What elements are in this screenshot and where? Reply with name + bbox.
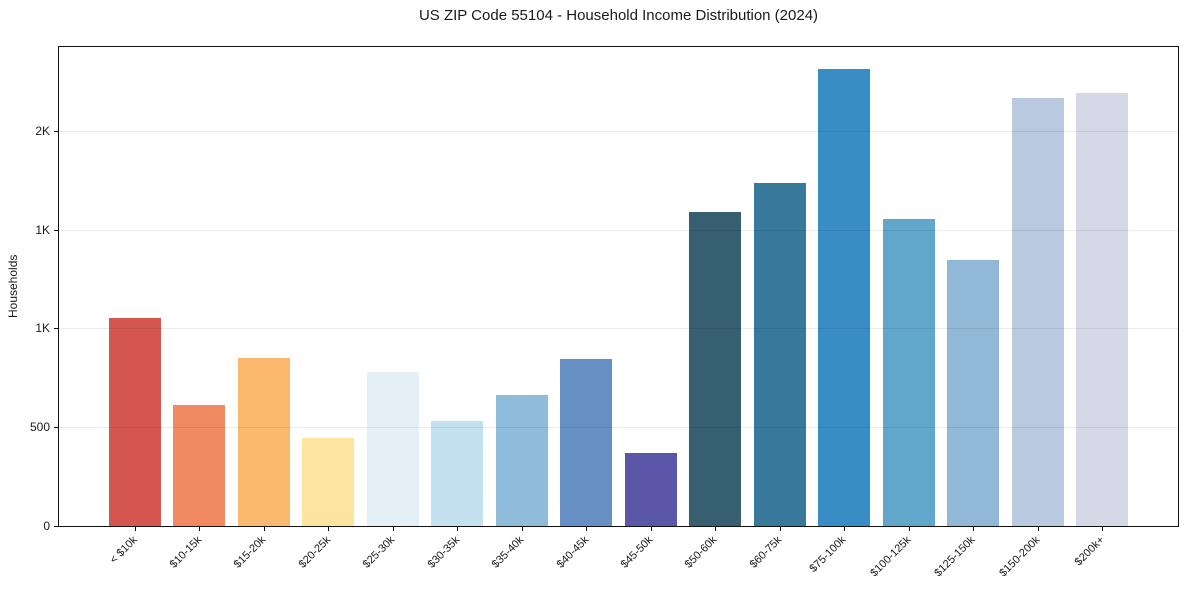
x-tick-mark: [1037, 527, 1039, 531]
bar: [882, 219, 935, 526]
y-tick-label: 2K: [35, 123, 50, 138]
bar: [560, 359, 613, 526]
bar: [753, 183, 806, 526]
plot-area: [58, 46, 1179, 527]
gridline: [59, 328, 1178, 330]
x-tick-label: $35-40k: [489, 534, 527, 571]
x-tick-label: $60-75k: [747, 534, 785, 571]
x-tick-mark: [521, 527, 523, 531]
x-tick-label: $100-125k: [867, 534, 914, 580]
x-tick-label: $40-45k: [554, 534, 591, 571]
x-tick-mark: [263, 527, 265, 531]
x-tick-mark: [715, 527, 717, 531]
x-tick-mark: [199, 527, 201, 531]
x-tick-mark: [1102, 527, 1103, 531]
bar: [109, 317, 161, 526]
y-tick-mark: [54, 130, 58, 132]
bar: [302, 437, 355, 526]
y-tick-mark: [54, 427, 58, 429]
y-axis-label: Households: [6, 254, 20, 319]
x-tick-mark: [650, 527, 652, 531]
x-tick-label: $10-15k: [167, 534, 204, 571]
bar: [818, 69, 871, 526]
x-tick-mark: [908, 527, 910, 531]
y-tick-mark: [54, 229, 58, 231]
bar: [1076, 92, 1128, 526]
bar: [237, 358, 290, 526]
y-tick-label: 1K: [35, 321, 50, 336]
x-tick-label: < $10k: [107, 534, 140, 567]
x-tick-mark: [973, 527, 975, 531]
x-tick-label: $50-60k: [683, 534, 720, 571]
gridline: [59, 427, 1178, 429]
x-tick-label: $15-20k: [231, 534, 269, 571]
x-tick-mark: [392, 527, 394, 531]
bar: [1011, 98, 1064, 526]
chart-title: US ZIP Code 55104 - Household Income Dis…: [418, 7, 819, 24]
x-tick-label: $125-150k: [932, 534, 978, 580]
x-tick-mark: [457, 527, 459, 531]
bar: [366, 372, 419, 526]
x-tick-label: $200k+: [1072, 534, 1107, 569]
bar: [624, 452, 677, 526]
x-tick-label: $45-50k: [618, 534, 656, 571]
x-tick-label: $20-25k: [296, 534, 333, 571]
x-tick-mark: [586, 527, 588, 531]
bar: [495, 395, 548, 526]
x-tick-mark: [844, 527, 846, 531]
x-tick-label: $30-35k: [425, 534, 462, 571]
bar: [947, 259, 1000, 526]
x-tick-label: $25-30k: [360, 534, 398, 571]
y-tick-mark: [54, 328, 58, 330]
gridline: [59, 229, 1178, 231]
x-tick-mark: [328, 527, 330, 531]
bar: [431, 421, 484, 526]
x-tick-label: $150-200k: [996, 534, 1043, 580]
y-tick-label: 500: [29, 420, 50, 435]
x-tick-mark: [779, 527, 781, 531]
x-tick-mark: [135, 527, 136, 531]
bar: [173, 405, 226, 526]
bar: [689, 212, 742, 526]
y-tick-mark: [54, 526, 58, 527]
y-tick-label: 1K: [35, 222, 50, 237]
gridline: [59, 130, 1178, 132]
x-tick-label: $75-100k: [807, 534, 849, 575]
y-tick-label: 0: [43, 519, 50, 533]
